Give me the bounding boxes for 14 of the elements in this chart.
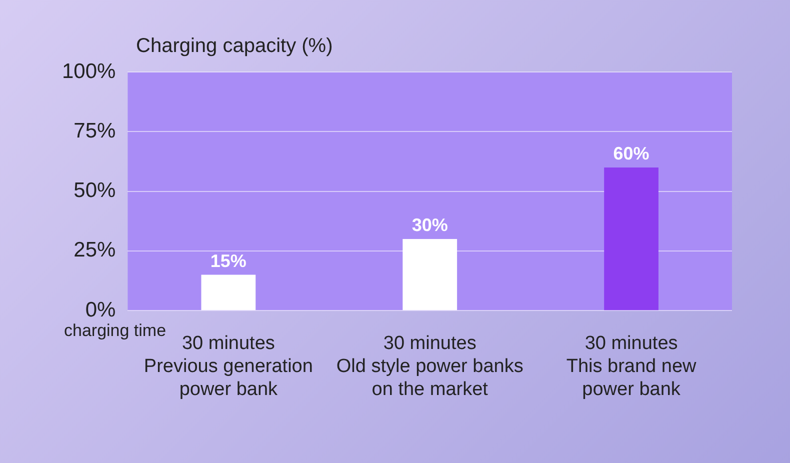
bar [604,167,658,310]
y-tick-label: 100% [62,60,116,83]
y-tick-label: 75% [74,119,116,142]
x-tick-label: 30 minutes This brand new power bank [566,333,697,400]
y-axis-title: Charging capacity (%) [136,35,333,57]
x-tick-label: 30 minutes Old style power banks on the market [336,333,524,400]
y-tick-label: 50% [74,179,116,202]
data-label: 60% [613,143,650,164]
y-tick-label: 25% [74,238,116,262]
data-label: 30% [412,215,448,236]
bar [402,239,458,310]
y-tick-label: 0% [85,298,116,322]
bar [201,274,256,310]
data-label: 15% [210,250,246,271]
